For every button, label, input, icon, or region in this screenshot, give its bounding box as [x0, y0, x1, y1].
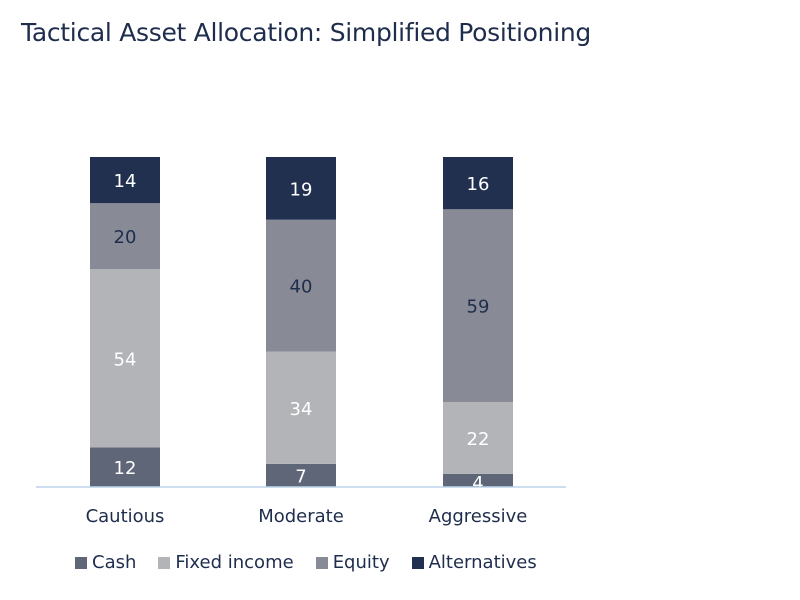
bar-equity-cautious [90, 203, 160, 270]
legend-label: Alternatives [428, 552, 537, 573]
data-label-cash-aggressive: 4 [472, 473, 483, 494]
bar-fixed-income-moderate [266, 351, 336, 464]
bar-cash-moderate [266, 463, 336, 487]
data-label-fixed-income-moderate: 34 [290, 399, 313, 420]
category-label-cautious: Cautious [86, 506, 165, 527]
bar-fixed-income-aggressive [443, 402, 513, 474]
legend-item-cash: Cash [75, 552, 136, 573]
data-label-cash-cautious: 12 [114, 458, 137, 479]
legend-swatch [315, 556, 328, 569]
category-labels: Cautious Moderate Aggressive [86, 506, 528, 527]
legend-item-alternatives: Alternatives [411, 552, 537, 573]
legend-item-equity: Equity [315, 552, 390, 573]
chart-title: Tactical Asset Allocation: Simplified Po… [21, 18, 591, 47]
bars-group: 12 54 20 14 7 34 40 19 4 22 59 16 [90, 157, 513, 494]
legend-label: Fixed income [175, 552, 294, 573]
legend-label: Equity [332, 552, 390, 573]
category-label-moderate: Moderate [258, 506, 344, 527]
legend-item-fixed-income: Fixed income [158, 552, 294, 573]
bar-equity-aggressive [443, 209, 513, 403]
data-label-alternatives-moderate: 19 [290, 179, 313, 200]
data-label-fixed-income-cautious: 54 [114, 349, 137, 370]
data-label-equity-aggressive: 59 [467, 297, 490, 318]
bar-alternatives-aggressive [443, 157, 513, 210]
legend-swatch [75, 556, 87, 569]
bar-alternatives-cautious [90, 157, 160, 204]
bar-cash-cautious [90, 447, 160, 487]
bar-alternatives-moderate [266, 157, 336, 220]
legend-swatch [158, 556, 171, 569]
data-label-alternatives-cautious: 14 [114, 171, 137, 192]
data-label-alternatives-aggressive: 16 [467, 174, 490, 195]
bar-cash-aggressive [443, 473, 513, 487]
data-label-equity-cautious: 20 [114, 227, 137, 248]
legend: Cash Fixed income Equity Alternatives [75, 552, 559, 573]
data-label-fixed-income-aggressive: 22 [467, 429, 490, 450]
legend-label: Cash [92, 552, 137, 573]
bar-equity-moderate [266, 219, 336, 352]
legend-swatch [411, 556, 424, 569]
bar-fixed-income-cautious [90, 269, 160, 448]
data-label-cash-moderate: 7 [295, 466, 306, 487]
category-label-aggressive: Aggressive [429, 506, 528, 527]
data-label-equity-moderate: 40 [290, 277, 313, 298]
